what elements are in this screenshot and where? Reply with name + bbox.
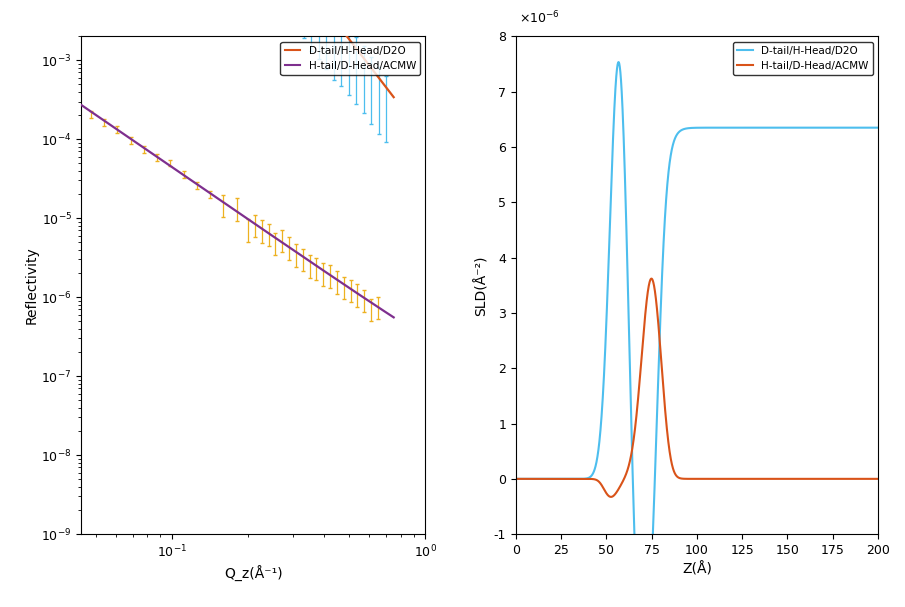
X-axis label: Q_z(Å⁻¹): Q_z(Å⁻¹): [224, 566, 282, 582]
X-axis label: Z(Å): Z(Å): [681, 563, 712, 577]
Legend: D-tail/H-Head/D2O, H-tail/D-Head/ACMW: D-tail/H-Head/D2O, H-tail/D-Head/ACMW: [281, 42, 420, 75]
Legend: D-tail/H-Head/D2O, H-tail/D-Head/ACMW: D-tail/H-Head/D2O, H-tail/D-Head/ACMW: [733, 42, 872, 75]
Text: $\times10^{-6}$: $\times10^{-6}$: [519, 10, 560, 27]
Y-axis label: SLD(Å⁻²): SLD(Å⁻²): [473, 255, 488, 316]
Y-axis label: Reflectivity: Reflectivity: [24, 246, 39, 324]
